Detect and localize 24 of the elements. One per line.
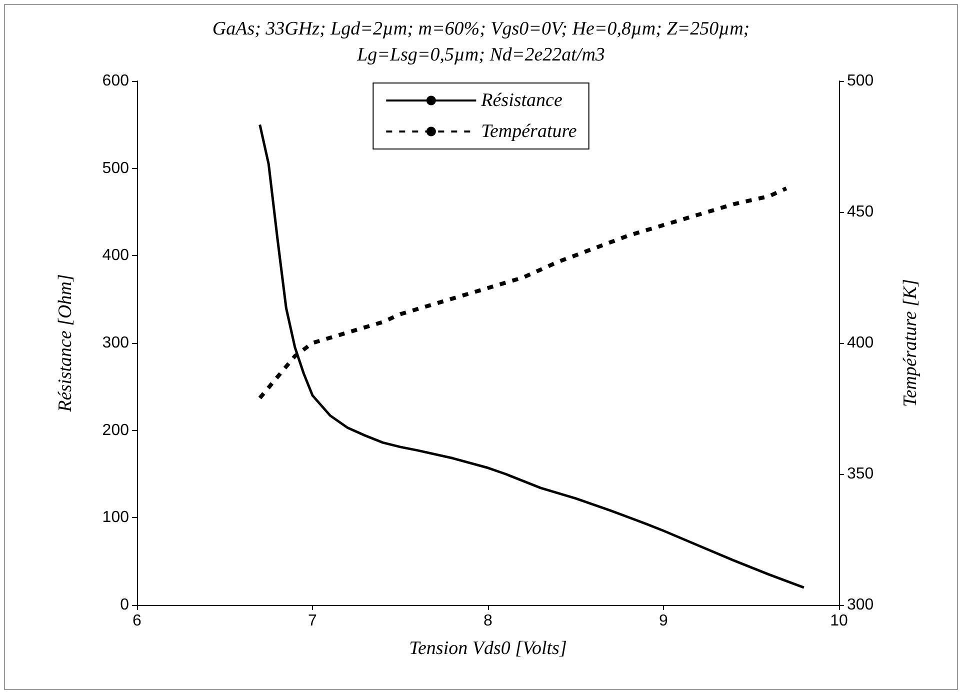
x-tick-label: 8 xyxy=(484,612,493,630)
y-tick-label: 0 xyxy=(120,596,130,614)
x-tick-label: 9 xyxy=(659,612,668,630)
line-series xyxy=(258,123,806,589)
legend-label: Température xyxy=(481,121,577,142)
y-tick-label: 400 xyxy=(102,247,130,264)
y-tick-label: 200 xyxy=(102,422,130,439)
legend-label: Résistance xyxy=(480,90,562,111)
y2-tick-label: 400 xyxy=(847,334,874,352)
y2-tick-label: 300 xyxy=(847,596,874,614)
y-tick-label: 300 xyxy=(102,334,130,352)
y2-tick-label: 450 xyxy=(847,204,874,220)
y2-tick-label: 350 xyxy=(847,466,874,482)
x-tick-label: 10 xyxy=(830,612,848,630)
y2-axis-title: Température [K] xyxy=(900,279,921,407)
x-axis-title: Tension Vds0 [Volts] xyxy=(409,638,567,659)
x-tick-label: 6 xyxy=(132,612,142,630)
y-tick-label: 600 xyxy=(102,72,130,90)
x-tick-label: 7 xyxy=(308,612,318,630)
chart-title: GaAs; 33GHz; Lgd=2µm; m=60%; Vgs0=0V; He=0,8µm; Z=250µm; Lg=Lsg=0,5µm; Nd=2e22at/m3 xyxy=(212,18,750,66)
y-tick-label: 500 xyxy=(102,160,130,177)
y2-tick-label: 500 xyxy=(847,72,874,90)
y-tick-label: 100 xyxy=(102,509,130,526)
y-axis-title: Résistance [Ohm] xyxy=(55,274,76,413)
